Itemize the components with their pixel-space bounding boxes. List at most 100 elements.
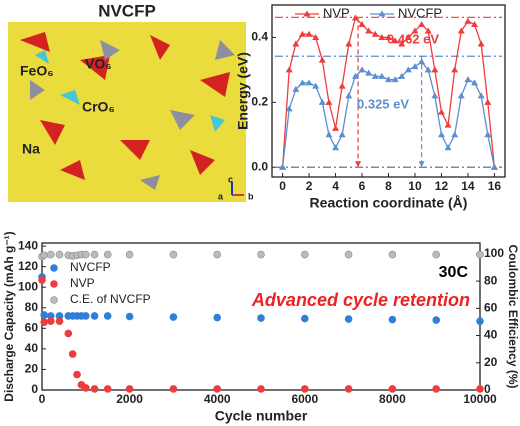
marker <box>285 66 293 73</box>
polyhedra-grey <box>30 40 235 190</box>
marker <box>358 66 366 73</box>
legend-label: NVCFP <box>398 5 442 20</box>
marker <box>444 121 452 128</box>
polyhedra-red <box>20 32 230 180</box>
marker <box>365 69 373 76</box>
marker <box>344 385 353 393</box>
marker <box>55 317 64 325</box>
x-axis-label: Reaction coordinate (Å) <box>310 195 468 211</box>
marker <box>358 20 366 27</box>
marker <box>38 276 46 284</box>
marker <box>318 56 326 63</box>
marker <box>318 98 326 105</box>
y2-tick-label: 80 <box>484 273 498 287</box>
x-tick-label: 4 <box>332 179 339 193</box>
marker <box>103 250 112 259</box>
structure-title: NVCFP <box>98 1 156 20</box>
legend-marker <box>378 10 386 17</box>
marker <box>385 33 392 40</box>
marker <box>90 250 99 259</box>
x-tick-label: 2 <box>306 179 313 193</box>
y-tick-label: 140 <box>18 238 38 252</box>
marker <box>279 163 287 170</box>
marker <box>298 79 306 86</box>
marker <box>305 30 313 37</box>
marker <box>345 92 353 99</box>
axis-letter: a <box>218 191 224 201</box>
y-tick-label: 60 <box>25 320 39 334</box>
marker <box>103 312 112 320</box>
marker <box>257 314 265 322</box>
marker <box>344 250 353 259</box>
marker <box>82 250 90 259</box>
y2-tick-label: 60 <box>484 301 498 315</box>
x-tick-label: 10000 <box>463 392 497 406</box>
polyhedra-cyan <box>35 50 225 132</box>
y-tick-label: 0.2 <box>251 95 268 109</box>
arrow-head <box>418 161 425 168</box>
y-tick-label: 20 <box>25 362 39 376</box>
axis-letter: b <box>248 191 254 201</box>
marker <box>82 312 90 320</box>
marker <box>285 105 293 112</box>
marker <box>338 82 346 89</box>
x-tick-label: 8000 <box>379 392 406 406</box>
marker <box>411 27 419 34</box>
y2-axis-label: Coulombic Efficiency (%) <box>506 244 520 388</box>
structure-bg <box>8 22 246 202</box>
marker <box>371 72 379 79</box>
y-tick-label: 120 <box>18 259 38 273</box>
marker <box>388 315 397 324</box>
marker <box>437 131 445 138</box>
marker <box>391 76 399 83</box>
annotation: Advanced cycle retention <box>251 290 470 310</box>
marker <box>418 58 426 65</box>
marker <box>351 14 359 21</box>
marker <box>378 72 386 79</box>
marker <box>404 33 412 40</box>
marker <box>300 385 309 393</box>
marker <box>424 66 432 73</box>
structure-label: Na <box>22 141 40 157</box>
marker <box>404 66 412 73</box>
marker <box>476 385 484 393</box>
y-tick-label: 100 <box>18 279 38 293</box>
legend-marker <box>50 296 58 304</box>
legend-marker <box>50 264 58 272</box>
marker <box>40 311 48 319</box>
legend-label: NVCFP <box>70 260 111 274</box>
marker <box>388 385 397 393</box>
marker <box>73 370 81 379</box>
marker <box>46 250 55 259</box>
annotation: 0.462 eV <box>387 31 439 46</box>
legend-marker <box>50 280 58 288</box>
marker <box>344 315 353 323</box>
marker <box>55 250 64 259</box>
marker <box>305 79 313 86</box>
marker <box>103 385 112 393</box>
y-tick-label: 80 <box>25 300 39 314</box>
x-tick-label: 2000 <box>116 392 143 406</box>
structure-label: FeO₆ <box>20 63 54 79</box>
y2-tick-label: 40 <box>484 328 498 342</box>
marker <box>46 317 55 325</box>
marker <box>345 40 353 47</box>
marker <box>125 250 134 259</box>
legend-label: NVP <box>70 276 95 290</box>
marker <box>312 82 320 89</box>
marker <box>371 30 379 37</box>
marker <box>298 30 306 37</box>
marker <box>477 92 485 99</box>
x-tick-label: 6000 <box>291 392 318 406</box>
marker <box>90 312 99 320</box>
annotation: 30C <box>439 264 469 281</box>
marker <box>300 314 309 323</box>
marker <box>432 385 441 393</box>
y2-tick-label: 20 <box>484 355 498 369</box>
y-axis-label: Discharge Capacity (mAh g⁻¹) <box>2 231 16 401</box>
marker <box>169 385 178 393</box>
marker <box>398 72 406 79</box>
marker <box>332 144 340 151</box>
marker <box>325 98 333 105</box>
marker <box>476 250 484 259</box>
